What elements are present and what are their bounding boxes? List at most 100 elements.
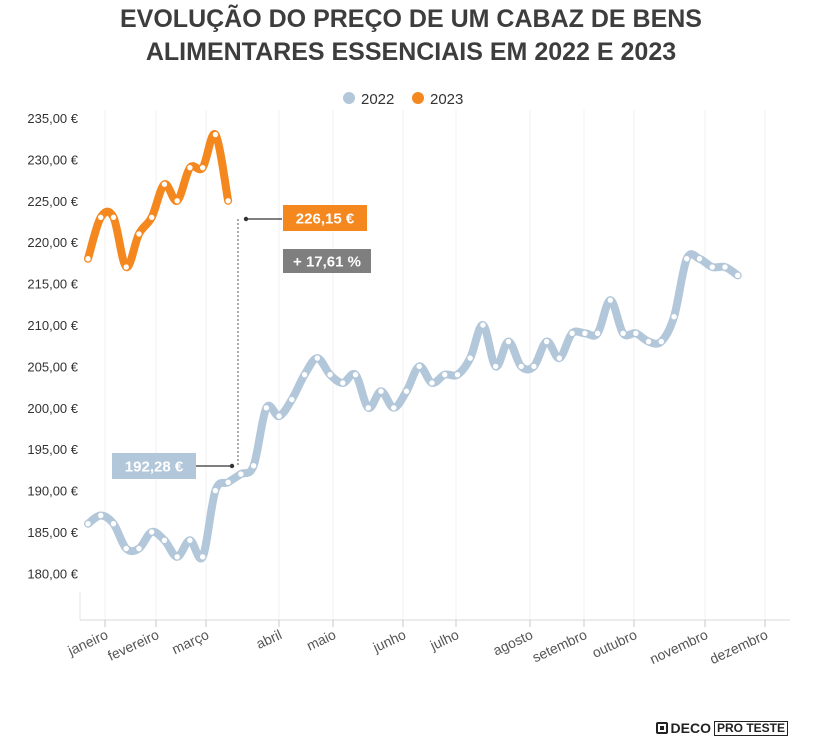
x-tick-label: dezembro xyxy=(707,626,770,667)
data-point-2023[interactable] xyxy=(211,130,220,139)
data-point-2022[interactable] xyxy=(555,354,564,362)
data-point-2022[interactable] xyxy=(708,263,716,271)
data-point-2022[interactable] xyxy=(224,478,232,487)
data-point-2023[interactable] xyxy=(109,213,118,222)
brand-logo: DECO PRO TESTE xyxy=(655,720,788,736)
series-lines xyxy=(84,130,742,563)
data-point-2022[interactable] xyxy=(644,337,653,346)
data-point-2022[interactable] xyxy=(135,544,143,553)
x-tick-label: maio xyxy=(304,626,338,653)
data-point-2022[interactable] xyxy=(453,370,462,379)
data-point-2022[interactable] xyxy=(441,370,449,379)
x-tick-label: julho xyxy=(427,626,462,654)
data-point-2022[interactable] xyxy=(211,486,220,495)
data-point-2022[interactable] xyxy=(262,404,271,412)
data-point-2022[interactable] xyxy=(122,544,130,553)
x-tick-label: junho xyxy=(370,626,409,655)
data-point-2022[interactable] xyxy=(530,362,538,371)
data-point-2022[interactable] xyxy=(466,354,474,362)
legend-marker-2022[interactable] xyxy=(343,92,355,104)
data-point-2023[interactable] xyxy=(135,230,143,238)
data-point-2022[interactable] xyxy=(339,379,347,387)
data-point-2023[interactable] xyxy=(148,213,156,222)
x-tick-label: setembro xyxy=(530,626,590,665)
data-point-2022[interactable] xyxy=(160,536,169,544)
data-point-2022[interactable] xyxy=(581,329,589,337)
data-point-2022[interactable] xyxy=(109,520,118,528)
data-point-2022[interactable] xyxy=(695,255,704,263)
data-point-2022[interactable] xyxy=(670,313,678,321)
data-point-2022[interactable] xyxy=(288,395,296,404)
y-tick-label: 200,00 € xyxy=(27,401,78,416)
data-point-2023[interactable] xyxy=(84,255,92,263)
x-tick-label: agosto xyxy=(490,626,535,658)
series-line-2022[interactable] xyxy=(84,250,742,563)
legend-label-2022[interactable]: 2022 xyxy=(361,91,394,108)
data-point-2022[interactable] xyxy=(593,329,602,337)
data-point-2022[interactable] xyxy=(390,404,398,412)
data-point-2022[interactable] xyxy=(542,337,551,346)
data-point-2022[interactable] xyxy=(364,404,372,412)
data-point-2022[interactable] xyxy=(173,553,181,561)
data-point-2023[interactable] xyxy=(97,213,105,222)
data-point-2022[interactable] xyxy=(402,387,411,395)
data-point-2022[interactable] xyxy=(721,263,729,271)
data-point-2022[interactable] xyxy=(479,321,487,329)
brand-deco: DECO xyxy=(670,720,711,736)
data-point-2022[interactable] xyxy=(606,296,615,304)
y-tick-label: 185,00 € xyxy=(27,525,78,540)
data-point-2022[interactable] xyxy=(415,362,423,371)
data-point-2022[interactable] xyxy=(619,329,627,337)
data-point-2022[interactable] xyxy=(300,370,309,379)
annotation-box xyxy=(112,453,196,479)
y-tick-label: 225,00 € xyxy=(27,194,78,209)
data-point-2022[interactable] xyxy=(504,337,513,346)
data-point-2022[interactable] xyxy=(186,536,194,544)
y-tick-label: 220,00 € xyxy=(27,235,78,250)
y-tick-label: 180,00 € xyxy=(27,566,78,581)
annotation-box xyxy=(283,205,367,231)
series-points xyxy=(84,130,742,561)
data-point-2022[interactable] xyxy=(568,329,576,337)
data-point-2022[interactable] xyxy=(632,329,640,337)
brand-pro-teste: PRO TESTE xyxy=(713,720,788,736)
annotation-leader-dot xyxy=(243,216,249,222)
y-tick-label: 195,00 € xyxy=(27,442,78,457)
data-point-2023[interactable] xyxy=(186,163,194,172)
data-point-2023[interactable] xyxy=(198,163,207,172)
data-point-2022[interactable] xyxy=(734,271,742,280)
data-point-2022[interactable] xyxy=(84,520,92,528)
legend-marker-2023[interactable] xyxy=(412,92,424,104)
data-point-2022[interactable] xyxy=(237,470,245,478)
y-axis: 180,00 € 185,00 € 190,00 € 195,00 € 200,00 €… xyxy=(27,111,790,621)
data-point-2022[interactable] xyxy=(491,362,500,371)
data-point-2022[interactable] xyxy=(428,379,436,387)
x-tick-label: outubro xyxy=(589,626,639,661)
data-point-2022[interactable] xyxy=(313,354,322,362)
data-point-2023[interactable] xyxy=(173,197,181,205)
data-point-2023[interactable] xyxy=(122,263,130,271)
data-point-2022[interactable] xyxy=(517,362,525,371)
data-point-2022[interactable] xyxy=(97,511,105,520)
annotation-leader-dot xyxy=(229,463,235,469)
x-tick-label: janeiro xyxy=(65,626,111,659)
legend-label-2023[interactable]: 2023 xyxy=(430,91,463,108)
data-point-2022[interactable] xyxy=(351,370,360,379)
y-tick-label: 215,00 € xyxy=(27,277,78,292)
data-point-2023[interactable] xyxy=(160,180,169,188)
data-point-2022[interactable] xyxy=(198,553,207,561)
y-tick-label: 210,00 € xyxy=(27,318,78,333)
series-line-2023[interactable] xyxy=(84,130,233,272)
data-point-2022[interactable] xyxy=(249,462,258,470)
data-point-2022[interactable] xyxy=(377,387,385,395)
chart-title-line-2: ALIMENTARES ESSENCIAIS EM 2022 E 2023 xyxy=(146,38,676,66)
data-point-2023[interactable] xyxy=(224,197,232,205)
annotation-box xyxy=(283,249,371,273)
data-point-2022[interactable] xyxy=(683,255,691,263)
chart-title-line-1: EVOLUÇÃO DO PREÇO DE UM CABAZ DE BENS xyxy=(120,3,702,33)
x-tick-label: abril xyxy=(254,626,285,652)
data-point-2022[interactable] xyxy=(326,370,334,379)
data-point-2022[interactable] xyxy=(148,528,156,536)
data-point-2022[interactable] xyxy=(275,412,283,420)
data-point-2022[interactable] xyxy=(657,337,665,346)
